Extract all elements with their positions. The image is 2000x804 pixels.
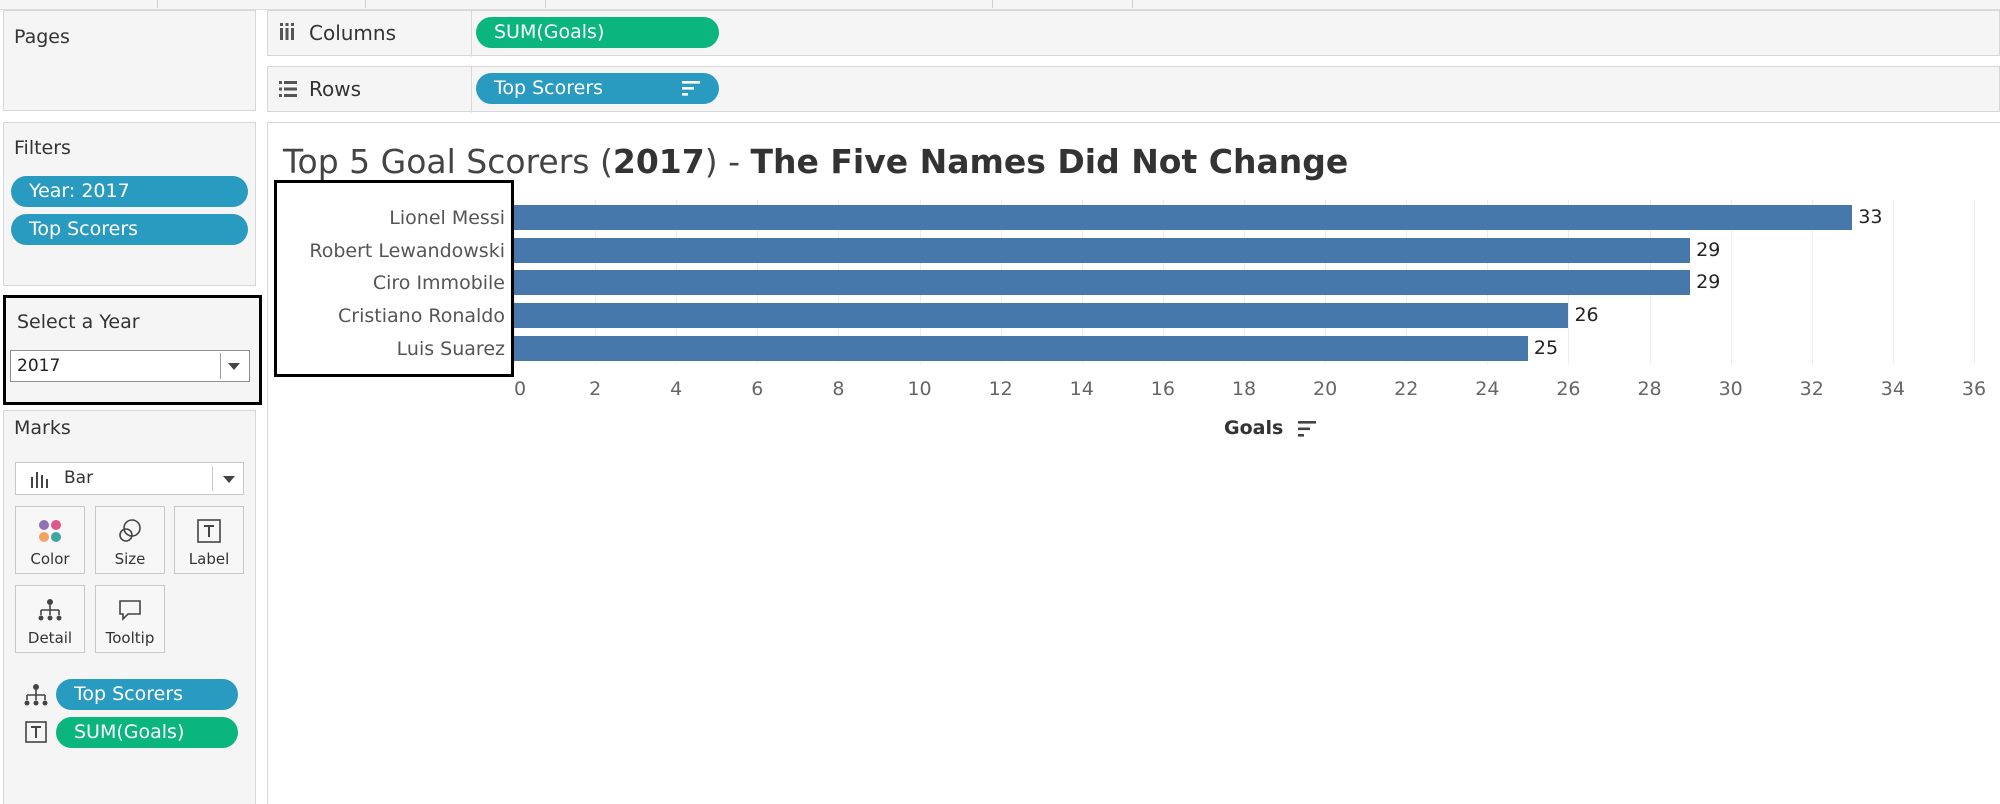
chart-title-bold: The Five Names Did Not Change — [750, 142, 1349, 181]
bar-chart-icon — [31, 472, 48, 488]
row-label[interactable]: Luis Suarez — [396, 338, 505, 360]
row-label[interactable]: Robert Lewandowski — [309, 240, 505, 262]
tooltip-icon — [119, 600, 141, 621]
sort-icon[interactable] — [682, 81, 700, 96]
sort-icon[interactable] — [1297, 420, 1316, 437]
row-label[interactable]: Lionel Messi — [389, 207, 505, 229]
x-axis-title-text: Goals — [1224, 417, 1284, 439]
row-header-highlight — [274, 180, 514, 377]
marks-field-sum-goals[interactable]: SUM(Goals) — [56, 717, 238, 748]
detail-label: Detail — [27, 629, 73, 647]
chart-title: Top 5 Goal Scorers (2017) - The Five Nam… — [283, 142, 1348, 181]
chevron-down-icon[interactable] — [223, 476, 235, 483]
pages-card[interactable]: Pages — [3, 10, 256, 111]
rows-pill-label: Top Scorers — [494, 77, 604, 99]
size-icon — [119, 519, 141, 542]
chart-title-year: 2017 — [612, 142, 705, 181]
view-area[interactable] — [267, 122, 2000, 804]
mark-type-label: Bar — [64, 468, 94, 488]
columns-label: Columns — [309, 21, 397, 45]
rows-icon — [279, 81, 297, 97]
size-button[interactable]: Size — [95, 506, 165, 574]
tooltip-label: Tooltip — [105, 629, 155, 647]
filter-pill-year[interactable]: Year: 2017 — [11, 176, 248, 207]
year-dropdown-value: 2017 — [17, 356, 61, 376]
label-button[interactable]: Label — [174, 506, 244, 574]
columns-icon — [280, 23, 294, 40]
year-dropdown[interactable]: 2017 — [10, 350, 250, 382]
color-label: Color — [30, 550, 70, 568]
detail-icon — [24, 684, 48, 706]
rows-pill-top-scorers[interactable]: Top Scorers — [476, 73, 719, 104]
columns-pill-sum-goals[interactable]: SUM(Goals) — [476, 17, 719, 48]
tooltip-button[interactable]: Tooltip — [95, 585, 165, 653]
label-icon — [25, 721, 47, 743]
select-year-title: Select a Year — [17, 311, 140, 333]
mark-type-dropdown[interactable]: Bar — [15, 462, 244, 495]
chevron-down-icon[interactable] — [228, 363, 240, 370]
row-label[interactable]: Cristiano Ronaldo — [338, 305, 505, 327]
chart-title-pre: Top 5 Goal Scorers ( — [283, 142, 613, 181]
detail-button[interactable]: Detail — [15, 585, 85, 653]
color-icon — [39, 520, 61, 542]
size-label: Size — [114, 550, 146, 568]
marks-title: Marks — [14, 417, 71, 439]
pages-title: Pages — [14, 26, 70, 48]
row-label[interactable]: Ciro Immobile — [372, 272, 505, 294]
row-headers[interactable]: Lionel Messi Robert Lewandowski Ciro Imm… — [277, 200, 505, 360]
label-label: Label — [188, 550, 230, 568]
toolbar-strip — [0, 0, 2000, 10]
chart-title-mid: ) - — [704, 142, 751, 181]
marks-field-top-scorers[interactable]: Top Scorers — [56, 679, 238, 710]
filter-pill-top-scorers[interactable]: Top Scorers — [11, 214, 248, 245]
detail-icon — [38, 599, 62, 621]
rows-label: Rows — [309, 77, 362, 101]
label-icon — [197, 519, 221, 543]
x-axis-title[interactable]: Goals — [1224, 417, 1316, 439]
filters-title: Filters — [14, 137, 71, 159]
color-button[interactable]: Color — [15, 506, 85, 574]
